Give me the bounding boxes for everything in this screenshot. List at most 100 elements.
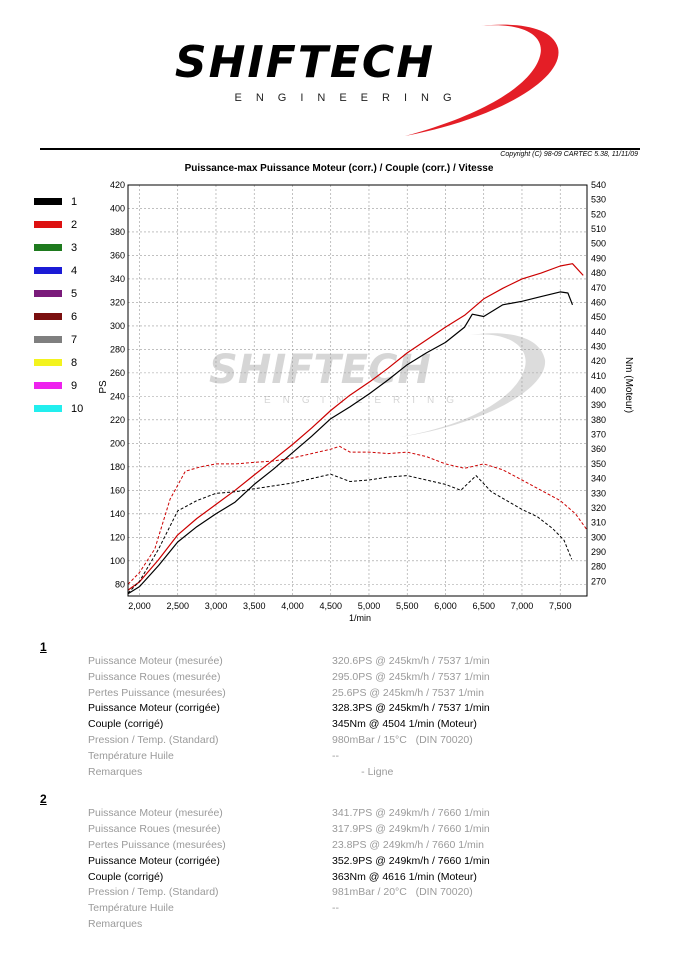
result-value: -- xyxy=(332,902,339,915)
y-left-tick-label: 380 xyxy=(110,227,125,237)
y-right-tick-label: 510 xyxy=(591,224,606,234)
y-axis-right-label: Nm (Moteur) xyxy=(623,357,634,413)
result-row: Pertes Puissance (mesurées) 23.8PS @ 249k… xyxy=(40,838,660,854)
y-left-tick-label: 100 xyxy=(110,556,125,566)
result-label: Pression / Temp. (Standard) xyxy=(88,733,219,746)
watermark-swoosh xyxy=(400,333,546,437)
y-right-tick-label: 370 xyxy=(591,430,606,440)
x-tick-label: 4,500 xyxy=(319,601,342,611)
legend-swatch xyxy=(34,221,62,228)
watermark: SHIFTECH ENGINEERING xyxy=(209,333,546,437)
result-value: 363Nm @ 4616 1/min (Moteur) xyxy=(332,870,477,883)
ticks: 2,000 2,500 3,000 3,500 4,000 4,500 5,000 5,500… xyxy=(110,180,606,611)
y-right-tick-label: 520 xyxy=(591,209,606,219)
y-left-tick-label: 120 xyxy=(110,532,125,542)
y-right-tick-label: 350 xyxy=(591,459,606,469)
y-right-tick-label: 450 xyxy=(591,312,606,322)
result-label: Puissance Moteur (mesurée) xyxy=(88,807,223,820)
y-left-tick-label: 220 xyxy=(110,415,125,425)
y-right-tick-label: 480 xyxy=(591,268,606,278)
result-row: Pression / Temp. (Standard) 980mBar / 15°… xyxy=(40,733,660,749)
result-row: Pertes Puissance (mesurées) 25.6PS @ 245k… xyxy=(40,686,660,702)
result-label: Couple (corrigé) xyxy=(88,718,164,731)
legend-item: 10 xyxy=(34,397,94,420)
watermark-wordmark: SHIFTECH xyxy=(209,347,431,393)
legend-item: 2 xyxy=(34,213,94,236)
x-tick-label: 2,500 xyxy=(166,601,189,611)
result-label: Température Huile xyxy=(88,749,174,762)
result-value: 328.3PS @ 245km/h / 7537 1/min xyxy=(332,702,490,715)
logo-swoosh xyxy=(405,24,559,136)
legend-swatch xyxy=(34,198,62,205)
result-row: Puissance Moteur (mesurée) 341.7PS @ 249k… xyxy=(40,806,660,822)
legend-label: 2 xyxy=(71,218,78,231)
y-right-tick-label: 360 xyxy=(591,444,606,454)
series-group xyxy=(127,263,588,595)
legend-item: 4 xyxy=(34,259,94,282)
result-value: 981mBar / 20°C (DIN 70020) xyxy=(332,886,473,899)
y-right-tick-label: 470 xyxy=(591,283,606,293)
result-label: Pression / Temp. (Standard) xyxy=(88,886,219,899)
result-value: 341.7PS @ 249km/h / 7660 1/min xyxy=(332,807,490,820)
result-label: Température Huile xyxy=(88,902,174,915)
y-left-tick-label: 240 xyxy=(110,391,125,401)
y-left-tick-label: 400 xyxy=(110,203,125,213)
result-run-number: 1 xyxy=(40,640,47,654)
x-axis-label: 1/min xyxy=(349,613,371,623)
legend: 1 2 3 4 5 6 7 8 9 10 xyxy=(34,190,94,420)
y-left-tick-label: 260 xyxy=(110,368,125,378)
result-value: -- xyxy=(332,749,339,762)
y-left-tick-label: 200 xyxy=(110,438,125,448)
legend-swatch xyxy=(34,405,62,412)
legend-swatch xyxy=(34,336,62,343)
y-left-tick-label: 340 xyxy=(110,274,125,284)
legend-label: 9 xyxy=(71,379,78,392)
result-label: Couple (corrigé) xyxy=(88,870,164,883)
legend-swatch xyxy=(34,290,62,297)
legend-label: 1 xyxy=(71,195,78,208)
result-value: 25.6PS @ 245km/h / 7537 1/min xyxy=(332,686,484,699)
series-power-run-2 xyxy=(127,263,584,591)
series-torque-run-2 xyxy=(127,445,588,585)
result-value: - Ligne xyxy=(332,765,394,778)
result-row: Remarques xyxy=(40,917,660,933)
legend-item: 8 xyxy=(34,351,94,374)
y-left-tick-label: 360 xyxy=(110,250,125,260)
x-tick-label: 2,000 xyxy=(128,601,151,611)
result-label: Puissance Roues (mesurée) xyxy=(88,823,221,836)
legend-item: 7 xyxy=(34,328,94,351)
chart-title: Puissance-max Puissance Moteur (corr.) /… xyxy=(184,163,494,174)
axes xyxy=(127,184,588,597)
dyno-chart: SHIFTECH ENGINEERING 2,000 2,500 3,000 3,50… xyxy=(98,180,634,623)
result-label: Puissance Moteur (corrigée) xyxy=(88,854,220,867)
y-right-tick-label: 310 xyxy=(591,518,606,528)
result-label: Pertes Puissance (mesurées) xyxy=(88,686,226,699)
result-row: Puissance Moteur (mesurée) 320.6PS @ 245k… xyxy=(40,654,660,670)
y-axis-left-label: PS xyxy=(98,380,109,394)
result-value: 295.0PS @ 245km/h / 7537 1/min xyxy=(332,670,490,683)
y-left-tick-label: 160 xyxy=(110,485,125,495)
legend-label: 3 xyxy=(71,241,78,254)
x-tick-label: 6,500 xyxy=(472,601,495,611)
header-rule xyxy=(40,148,640,150)
x-tick-label: 3,000 xyxy=(205,601,228,611)
result-row: Couple (corrigé) 345Nm @ 4504 1/min (Mote… xyxy=(40,717,660,733)
series-torque-run-1 xyxy=(127,473,573,594)
legend-label: 7 xyxy=(71,333,78,346)
y-right-tick-label: 330 xyxy=(591,488,606,498)
results-table: 1 Puissance Moteur (mesurée) 320.6PS @ 245… xyxy=(40,640,660,943)
legend-label: 5 xyxy=(71,287,78,300)
y-right-tick-label: 390 xyxy=(591,400,606,410)
result-row: Puissance Roues (mesurée) 317.9PS @ 249km… xyxy=(40,822,660,838)
y-right-tick-label: 380 xyxy=(591,415,606,425)
result-value: 23.8PS @ 249km/h / 7660 1/min xyxy=(332,838,484,851)
legend-label: 10 xyxy=(71,402,84,415)
x-tick-label: 7,500 xyxy=(549,601,572,611)
legend-item: 1 xyxy=(34,190,94,213)
result-label: Puissance Moteur (mesurée) xyxy=(88,655,223,667)
y-left-tick-label: 420 xyxy=(110,180,125,190)
legend-swatch xyxy=(34,267,62,274)
logo-wordmark: SHIFTECH xyxy=(175,37,435,88)
result-run-number: 2 xyxy=(40,792,47,807)
legend-swatch xyxy=(34,244,62,251)
